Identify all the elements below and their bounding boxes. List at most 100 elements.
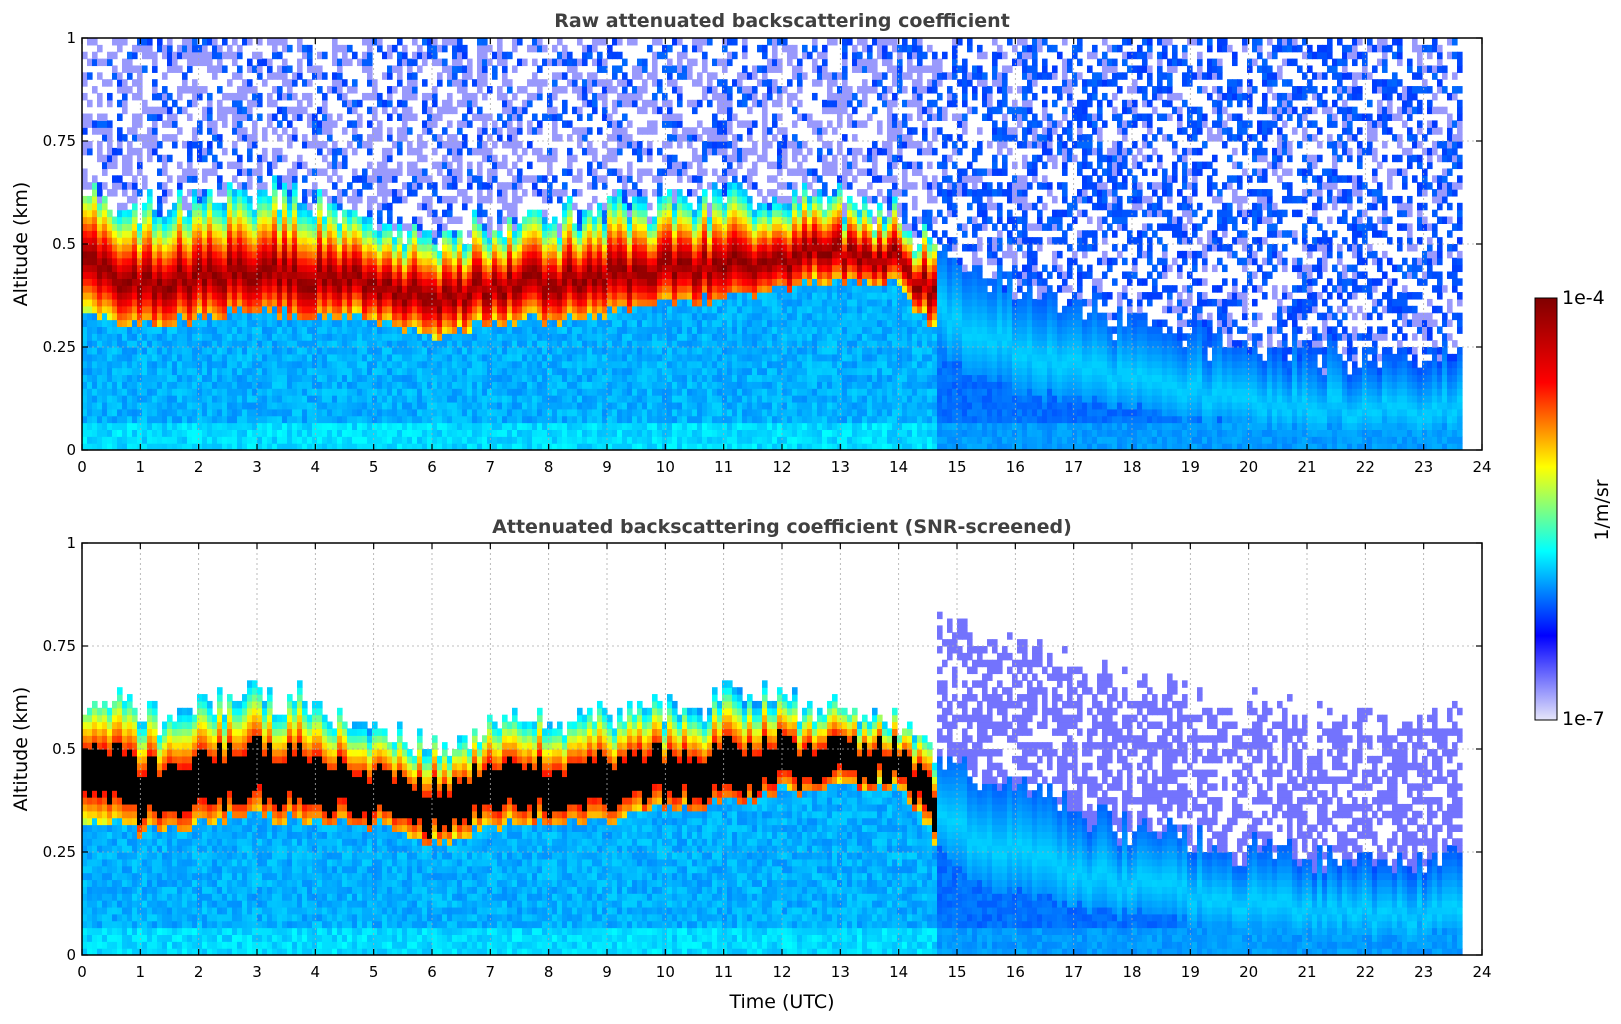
heatmap-cell bbox=[272, 244, 278, 252]
heatmap-cell bbox=[87, 443, 93, 450]
heatmap-cell bbox=[282, 429, 288, 437]
heatmap-cell bbox=[527, 285, 533, 293]
heatmap-cell bbox=[542, 154, 548, 163]
heatmap-cell bbox=[437, 168, 443, 176]
heatmap-cell bbox=[497, 292, 503, 300]
heatmap-cell bbox=[127, 168, 133, 176]
heatmap-cell bbox=[462, 422, 468, 430]
heatmap-cell bbox=[362, 250, 368, 259]
heatmap-cell bbox=[432, 292, 438, 300]
heatmap-cell bbox=[167, 51, 173, 60]
heatmap-cell bbox=[97, 44, 103, 53]
heatmap-cell bbox=[177, 319, 183, 327]
heatmap-cell bbox=[512, 333, 518, 341]
heatmap-cell bbox=[407, 58, 413, 67]
heatmap-cell bbox=[522, 305, 528, 314]
heatmap-cell bbox=[97, 429, 103, 437]
heatmap-cell bbox=[217, 333, 223, 341]
heatmap-cell bbox=[422, 347, 428, 355]
heatmap-cell bbox=[82, 360, 88, 369]
heatmap-cell bbox=[532, 443, 538, 450]
heatmap-cell bbox=[137, 408, 143, 417]
heatmap-cell bbox=[172, 113, 178, 121]
heatmap-cell bbox=[187, 347, 193, 355]
heatmap-cell bbox=[562, 429, 568, 437]
heatmap-cell bbox=[287, 388, 293, 396]
heatmap-cell bbox=[302, 209, 308, 218]
heatmap-cell bbox=[387, 347, 393, 355]
heatmap-cell bbox=[562, 436, 568, 444]
heatmap-cell bbox=[562, 305, 568, 314]
heatmap-cell bbox=[217, 257, 223, 266]
heatmap-cell bbox=[307, 141, 313, 149]
heatmap-cell bbox=[122, 161, 128, 170]
heatmap-cell bbox=[312, 436, 318, 444]
heatmap-cell bbox=[447, 120, 453, 128]
heatmap-cell bbox=[272, 436, 278, 444]
heatmap-cell bbox=[257, 237, 263, 245]
heatmap-cell bbox=[212, 223, 218, 231]
heatmap-cell bbox=[457, 237, 463, 245]
heatmap-cell bbox=[267, 168, 273, 176]
heatmap-cell bbox=[82, 79, 88, 87]
heatmap-cell bbox=[547, 264, 553, 273]
heatmap-cell bbox=[347, 271, 353, 279]
heatmap-cell bbox=[477, 374, 483, 382]
heatmap-cell bbox=[387, 429, 393, 437]
heatmap-cell bbox=[517, 250, 523, 259]
heatmap-cell bbox=[147, 147, 153, 156]
heatmap-cell bbox=[537, 154, 543, 163]
heatmap-cell bbox=[572, 401, 578, 410]
heatmap-cell bbox=[382, 237, 388, 245]
heatmap-cell bbox=[87, 182, 93, 190]
heatmap-cell bbox=[372, 333, 378, 341]
heatmap-cell bbox=[212, 395, 218, 403]
heatmap-cell bbox=[492, 443, 498, 450]
heatmap-cell bbox=[342, 381, 348, 389]
heatmap-cell bbox=[507, 340, 513, 348]
heatmap-cell bbox=[242, 415, 248, 424]
heatmap-cell bbox=[152, 257, 158, 266]
heatmap-cell bbox=[452, 367, 458, 376]
heatmap-cell bbox=[247, 401, 253, 410]
heatmap-cell bbox=[417, 257, 423, 266]
heatmap-cell bbox=[162, 223, 168, 231]
heatmap-cell bbox=[457, 305, 463, 314]
heatmap-cell bbox=[542, 312, 548, 321]
heatmap-cell bbox=[82, 92, 88, 101]
heatmap-cell bbox=[182, 401, 188, 410]
heatmap-cell bbox=[447, 367, 453, 376]
heatmap-cell bbox=[177, 65, 183, 73]
heatmap-cell bbox=[202, 223, 208, 231]
heatmap-cell bbox=[467, 312, 473, 321]
heatmap-cell bbox=[367, 415, 373, 424]
heatmap-cell bbox=[382, 271, 388, 279]
heatmap-cell bbox=[327, 347, 333, 355]
heatmap-cell bbox=[367, 319, 373, 327]
heatmap-cell bbox=[252, 305, 258, 314]
heatmap-cell bbox=[87, 230, 93, 238]
heatmap-cell bbox=[412, 360, 418, 369]
heatmap-cell bbox=[132, 374, 138, 382]
heatmap-cell bbox=[217, 175, 223, 183]
heatmap-cell bbox=[227, 298, 233, 307]
heatmap-cell bbox=[412, 285, 418, 293]
heatmap-cell bbox=[487, 58, 493, 67]
heatmap-cell bbox=[452, 305, 458, 314]
heatmap-cell bbox=[522, 395, 528, 403]
heatmap-cell bbox=[552, 353, 558, 362]
heatmap-cell bbox=[337, 250, 343, 259]
heatmap-cell bbox=[207, 237, 213, 245]
heatmap-cell bbox=[177, 51, 183, 60]
heatmap-cell bbox=[367, 436, 373, 444]
heatmap-cell bbox=[452, 347, 458, 355]
heatmap-cell bbox=[352, 374, 358, 382]
heatmap-cell bbox=[577, 264, 583, 273]
heatmap-cell bbox=[122, 347, 128, 355]
heatmap-cell bbox=[447, 278, 453, 286]
heatmap-cell bbox=[102, 381, 108, 389]
heatmap-cell bbox=[252, 360, 258, 369]
heatmap-cell bbox=[462, 415, 468, 424]
heatmap-cell bbox=[107, 161, 113, 170]
heatmap-cell bbox=[222, 250, 228, 259]
